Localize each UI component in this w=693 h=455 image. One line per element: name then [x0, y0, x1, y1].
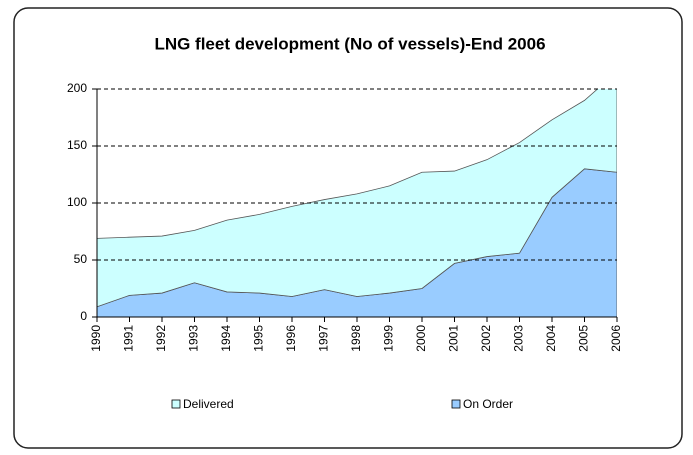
y-tick-label: 200: [67, 81, 87, 95]
y-tick-label: 150: [67, 138, 87, 152]
legend-label: Delivered: [183, 397, 234, 411]
legend-swatch: [171, 399, 181, 409]
x-tick-label: 1997: [317, 325, 331, 352]
x-tick-label: 2001: [447, 325, 461, 352]
x-tick-label: 1995: [252, 325, 266, 352]
y-tick-label: 50: [74, 252, 88, 266]
x-tick-label: 2002: [479, 325, 493, 352]
legend-label: On Order: [463, 397, 513, 411]
x-tick-label: 1992: [154, 325, 168, 352]
x-tick-label: 2005: [577, 325, 591, 352]
x-tick-label: 2004: [544, 325, 558, 352]
x-tick-label: 1998: [349, 325, 363, 352]
x-tick-label: 1994: [219, 325, 233, 352]
chart-title: LNG fleet development (No of vessels)-En…: [154, 34, 545, 53]
y-tick-label: 100: [67, 195, 87, 209]
x-tick-label: 2000: [414, 325, 428, 352]
y-tick-label: 0: [80, 309, 87, 323]
x-tick-label: 1999: [382, 325, 396, 352]
x-tick-label: 1991: [122, 325, 136, 352]
x-tick-label: 1996: [284, 325, 298, 352]
x-tick-label: 2003: [512, 325, 526, 352]
area: [97, 89, 617, 308]
x-tick-label: 1993: [187, 325, 201, 352]
x-tick-label: 2006: [609, 325, 623, 352]
x-tick-label: 1990: [89, 325, 103, 352]
legend-swatch: [451, 399, 461, 409]
